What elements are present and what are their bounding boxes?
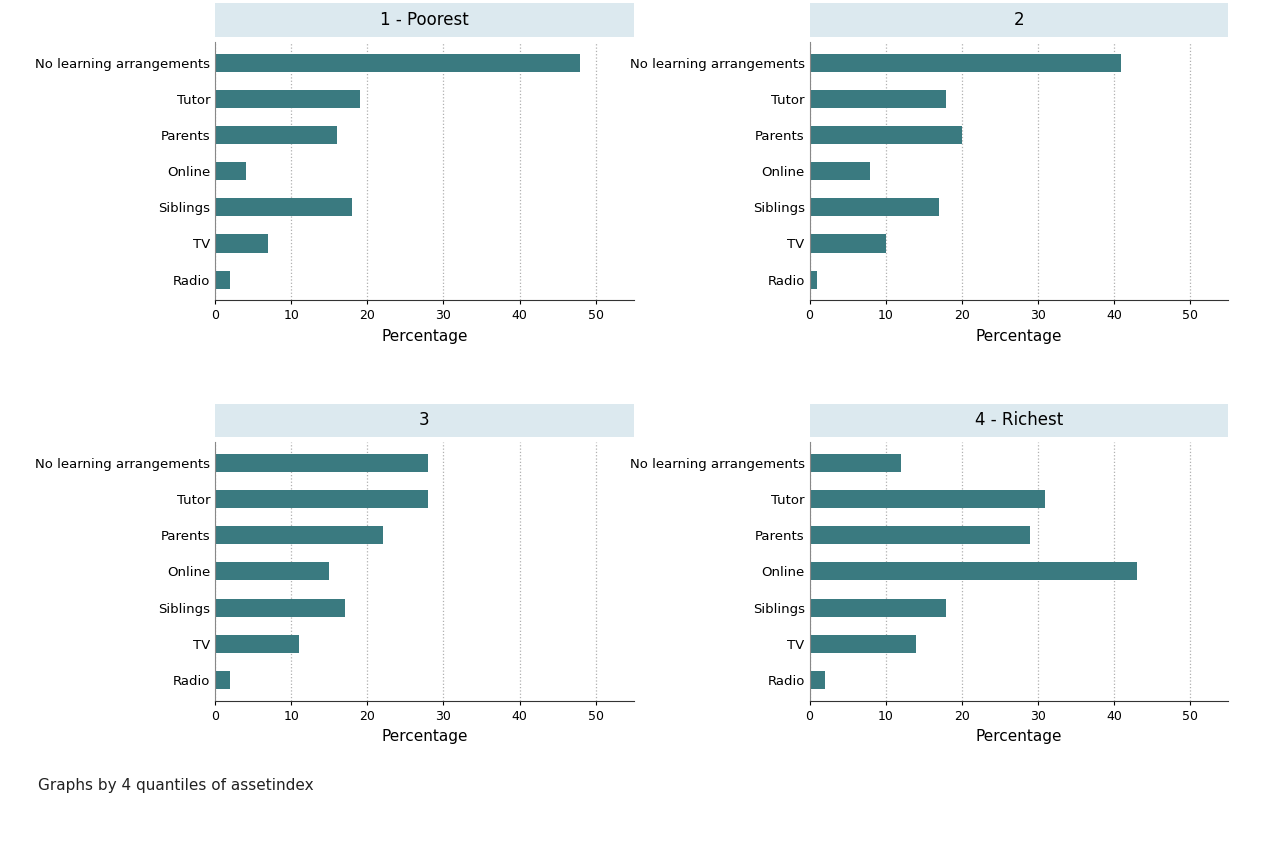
X-axis label: Percentage: Percentage — [976, 329, 1062, 344]
Bar — [215, 198, 352, 216]
Text: 2: 2 — [1014, 11, 1024, 30]
Bar — [809, 562, 1137, 581]
Bar — [809, 671, 824, 689]
FancyBboxPatch shape — [215, 3, 634, 37]
Text: Graphs by 4 quantiles of assetindex: Graphs by 4 quantiles of assetindex — [38, 778, 314, 793]
FancyBboxPatch shape — [215, 403, 634, 437]
Bar — [809, 454, 901, 472]
Bar — [215, 54, 581, 72]
X-axis label: Percentage: Percentage — [381, 729, 467, 744]
Bar — [215, 162, 246, 181]
Bar — [809, 90, 947, 108]
X-axis label: Percentage: Percentage — [976, 729, 1062, 744]
Bar — [809, 162, 871, 181]
Bar — [215, 271, 230, 289]
Bar — [809, 490, 1046, 508]
Bar — [215, 562, 329, 581]
Bar — [215, 90, 360, 108]
Text: 4 - Richest: 4 - Richest — [975, 411, 1063, 430]
FancyBboxPatch shape — [809, 403, 1228, 437]
FancyBboxPatch shape — [809, 3, 1228, 37]
X-axis label: Percentage: Percentage — [381, 329, 467, 344]
Bar — [809, 126, 962, 144]
Bar — [809, 527, 1031, 544]
Bar — [809, 271, 817, 289]
Bar — [215, 671, 230, 689]
Bar — [809, 235, 886, 252]
Text: 1 - Poorest: 1 - Poorest — [380, 11, 468, 30]
Bar — [215, 527, 382, 544]
Bar — [215, 235, 268, 252]
Bar — [215, 490, 428, 508]
Bar — [809, 635, 917, 652]
Text: 3: 3 — [419, 411, 429, 430]
Bar — [809, 198, 939, 216]
Bar — [215, 635, 299, 652]
Bar — [809, 54, 1122, 72]
Bar — [809, 598, 947, 617]
Bar — [215, 454, 428, 472]
Bar — [215, 126, 337, 144]
Bar — [215, 598, 344, 617]
